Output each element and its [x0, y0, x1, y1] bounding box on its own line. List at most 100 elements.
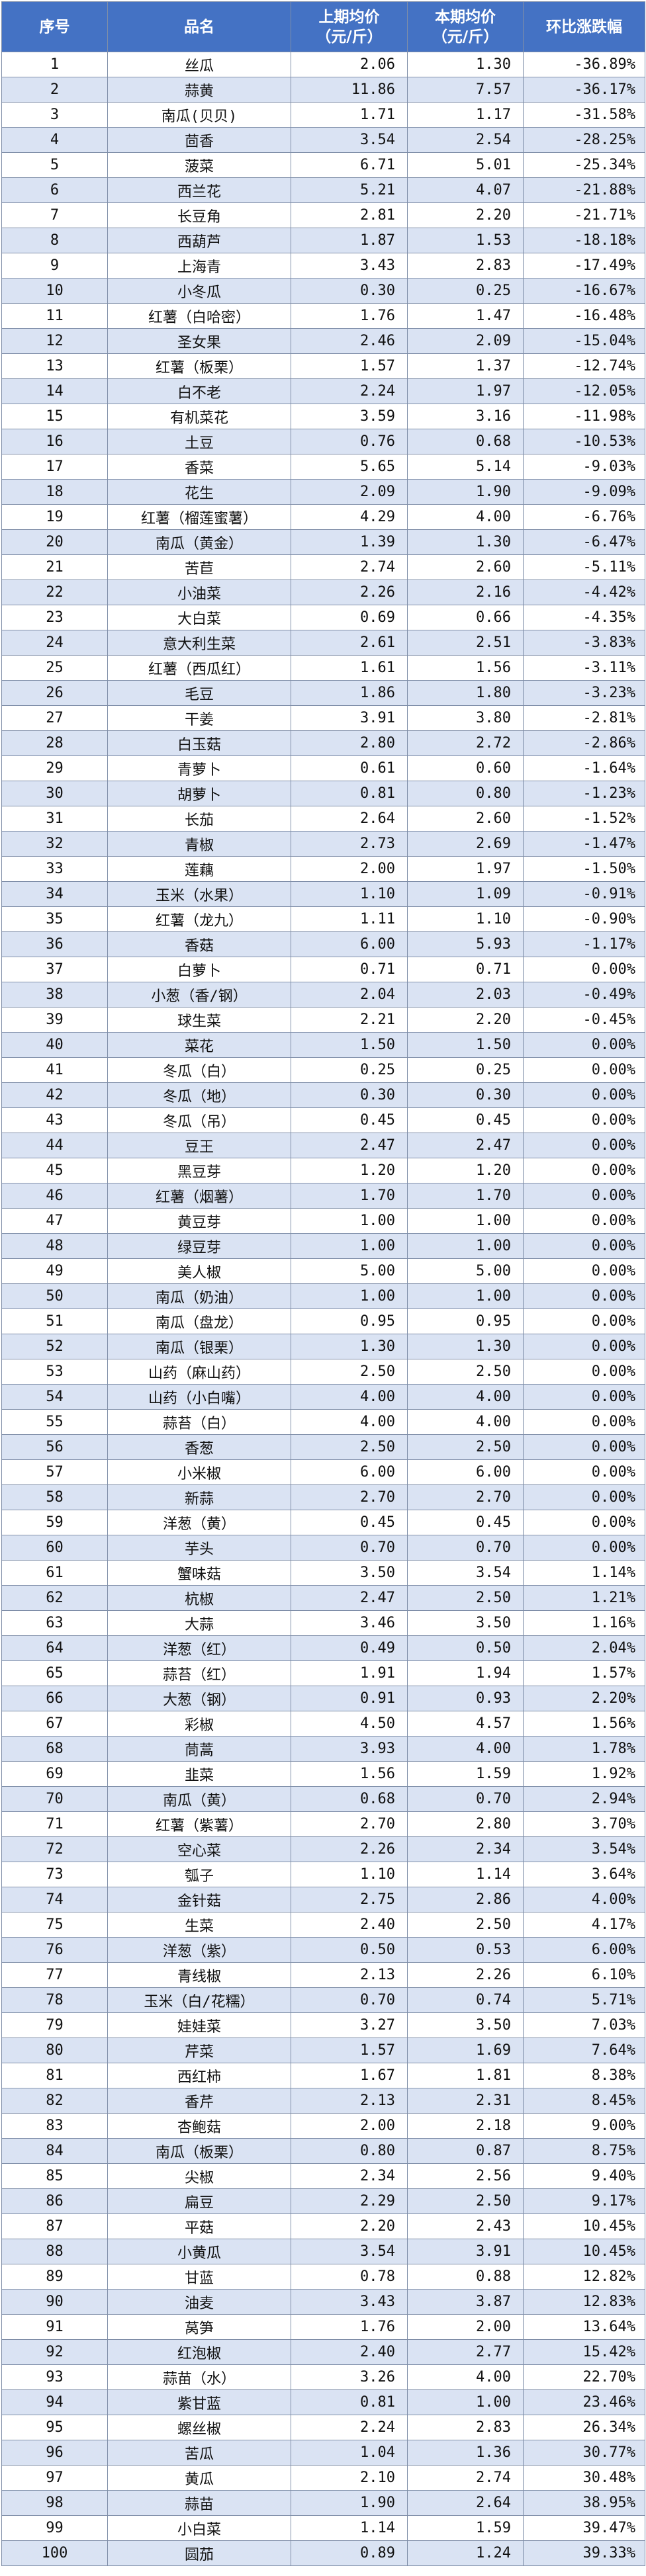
row-prev-price-cell: 3.43	[291, 2290, 408, 2315]
row-no-cell: 99	[2, 2516, 108, 2541]
row-prev-price-cell: 2.47	[291, 1586, 408, 1611]
row-prev-price-cell: 2.47	[291, 1133, 408, 1158]
row-name-cell: 白萝卜	[108, 957, 291, 982]
row-curr-price: 0.60	[476, 760, 511, 777]
row-prev-price: 6.00	[360, 1464, 395, 1481]
row-curr-price-cell: 1.90	[408, 480, 524, 505]
row-no: 15	[46, 408, 64, 425]
row-name: 茴香	[184, 133, 214, 150]
row-no: 84	[46, 2143, 64, 2159]
row-prev-price-cell: 0.45	[291, 1510, 408, 1535]
table-row: 39 球生菜 2.21 2.20 -0.45%	[2, 1008, 645, 1033]
row-no: 19	[46, 509, 64, 525]
header-name-label: 品名	[184, 18, 214, 36]
row-change: -0.49%	[582, 986, 635, 1003]
row-curr-price-cell: 3.91	[408, 2239, 524, 2264]
table-row: 18 花生 2.09 1.90 -9.09%	[2, 480, 645, 505]
row-name-cell: 南瓜（黄金）	[108, 530, 291, 555]
row-curr-price-cell: 2.69	[408, 832, 524, 857]
row-curr-price: 4.07	[476, 182, 511, 198]
row-no-cell: 24	[2, 630, 108, 656]
row-prev-price: 1.57	[360, 358, 395, 374]
row-no: 57	[46, 1464, 64, 1481]
table-row: 16 土豆 0.76 0.68 -10.53%	[2, 429, 645, 454]
row-curr-price-cell: 2.16	[408, 580, 524, 605]
row-change: 3.64%	[591, 1866, 635, 1883]
row-prev-price-cell: 2.50	[291, 1435, 408, 1460]
row-name: 生菜	[184, 1918, 214, 1935]
table-row: 95 螺丝椒 2.24 2.83 26.34%	[2, 2415, 645, 2440]
row-name: 红薯（白哈密）	[148, 309, 250, 326]
row-name: 平菇	[184, 2219, 214, 2237]
row-curr-price: 2.50	[476, 2193, 511, 2210]
row-name-cell: 南瓜（板栗）	[108, 2139, 291, 2164]
row-curr-price-cell: 1.70	[408, 1183, 524, 1209]
row-no-cell: 80	[2, 2038, 108, 2063]
table-row: 8 西葫芦 1.87 1.53 -18.18%	[2, 228, 645, 253]
row-name: 南瓜（盘龙）	[155, 1314, 243, 1332]
row-prev-price-cell: 0.30	[291, 1083, 408, 1108]
row-name: 白萝卜	[177, 963, 221, 980]
row-no: 79	[46, 2017, 64, 2034]
row-no: 73	[46, 1866, 64, 1883]
row-prev-price: 0.25	[360, 1062, 395, 1078]
row-no-cell: 71	[2, 1812, 108, 1837]
row-name: 娃娃菜	[177, 2018, 221, 2036]
row-curr-price-cell: 2.34	[408, 1837, 524, 1862]
table-row: 83 杏鲍菇 2.00 2.18 9.00%	[2, 2114, 645, 2139]
row-name-cell: 紫甘蓝	[108, 2390, 291, 2415]
row-no: 34	[46, 886, 64, 902]
row-no: 91	[46, 2319, 64, 2335]
row-curr-price: 5.00	[476, 1263, 511, 1279]
row-prev-price: 2.46	[360, 333, 395, 349]
row-no: 80	[46, 2042, 64, 2059]
row-curr-price-cell: 2.50	[408, 2189, 524, 2214]
table-row: 7 长豆角 2.81 2.20 -21.71%	[2, 203, 645, 228]
table-row: 82 香芹 2.13 2.31 8.45%	[2, 2088, 645, 2114]
table-row: 48 绿豆芽 1.00 1.00 0.00%	[2, 1234, 645, 1259]
row-change: 3.70%	[591, 1816, 635, 1832]
row-prev-price: 0.50	[360, 1942, 395, 1958]
row-curr-price-cell: 2.03	[408, 982, 524, 1008]
row-change: 0.00%	[591, 1414, 635, 1430]
table-row: 6 西兰花 5.21 4.07 -21.88%	[2, 178, 645, 203]
row-prev-price: 1.00	[360, 1213, 395, 1229]
row-name-cell: 绿豆芽	[108, 1234, 291, 1259]
row-prev-price: 3.54	[360, 132, 395, 148]
table-row: 62 杭椒 2.47 2.50 1.21%	[2, 1586, 645, 1611]
row-prev-price-cell: 4.00	[291, 1385, 408, 1410]
row-change-cell: 6.00%	[524, 1938, 645, 1963]
row-name: 大蒜	[184, 1616, 214, 1633]
row-change: 7.03%	[591, 2017, 635, 2034]
row-change-cell: 0.00%	[524, 1359, 645, 1385]
row-prev-price: 3.43	[360, 2294, 395, 2310]
row-prev-price-cell: 3.43	[291, 253, 408, 279]
row-name-cell: 意大利生菜	[108, 630, 291, 656]
row-change: 3.54%	[591, 1841, 635, 1858]
row-prev-price: 3.54	[360, 2243, 395, 2260]
row-curr-price-cell: 1.17	[408, 103, 524, 128]
row-no: 94	[46, 2394, 64, 2411]
row-prev-price-cell: 4.00	[291, 1410, 408, 1435]
row-prev-price: 2.70	[360, 1489, 395, 1506]
row-prev-price-cell: 1.10	[291, 882, 408, 907]
row-no: 35	[46, 911, 64, 927]
row-curr-price-cell: 0.45	[408, 1510, 524, 1535]
row-prev-price: 1.14	[360, 2520, 395, 2536]
row-no-cell: 29	[2, 756, 108, 781]
row-curr-price-cell: 0.74	[408, 1988, 524, 2013]
row-change: -17.49%	[574, 257, 635, 274]
row-no: 46	[46, 1187, 64, 1204]
row-prev-price-cell: 2.29	[291, 2189, 408, 2214]
row-prev-price: 1.90	[360, 2495, 395, 2511]
table-row: 14 白不老 2.24 1.97 -12.05%	[2, 379, 645, 404]
row-prev-price: 0.78	[360, 2268, 395, 2285]
row-curr-price-cell: 1.00	[408, 1209, 524, 1234]
row-no-cell: 53	[2, 1359, 108, 1385]
row-curr-price: 1.59	[476, 1766, 511, 1782]
row-curr-price-cell: 4.00	[408, 1410, 524, 1435]
row-curr-price-cell: 5.00	[408, 1259, 524, 1284]
row-no: 53	[46, 1363, 64, 1380]
table-row: 86 扁豆 2.29 2.50 9.17%	[2, 2189, 645, 2214]
row-curr-price-cell: 0.66	[408, 605, 524, 630]
